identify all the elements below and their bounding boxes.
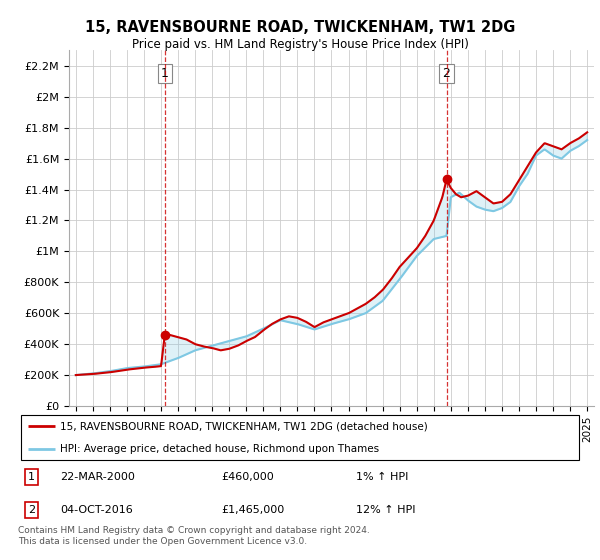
FancyBboxPatch shape [21,415,579,460]
Text: 15, RAVENSBOURNE ROAD, TWICKENHAM, TW1 2DG: 15, RAVENSBOURNE ROAD, TWICKENHAM, TW1 2… [85,20,515,35]
Text: 04-OCT-2016: 04-OCT-2016 [60,505,133,515]
Text: 15, RAVENSBOURNE ROAD, TWICKENHAM, TW1 2DG (detached house): 15, RAVENSBOURNE ROAD, TWICKENHAM, TW1 2… [60,421,428,431]
Text: 2: 2 [28,505,35,515]
Text: 12% ↑ HPI: 12% ↑ HPI [356,505,416,515]
Text: HPI: Average price, detached house, Richmond upon Thames: HPI: Average price, detached house, Rich… [60,444,379,454]
Text: 1: 1 [161,67,169,80]
Text: 22-MAR-2000: 22-MAR-2000 [60,472,135,482]
Text: 1% ↑ HPI: 1% ↑ HPI [356,472,409,482]
Text: £1,465,000: £1,465,000 [221,505,284,515]
Text: £460,000: £460,000 [221,472,274,482]
Text: Price paid vs. HM Land Registry's House Price Index (HPI): Price paid vs. HM Land Registry's House … [131,38,469,51]
Text: 2: 2 [443,67,451,80]
Text: 1: 1 [28,472,35,482]
Text: Contains HM Land Registry data © Crown copyright and database right 2024.
This d: Contains HM Land Registry data © Crown c… [18,526,370,546]
